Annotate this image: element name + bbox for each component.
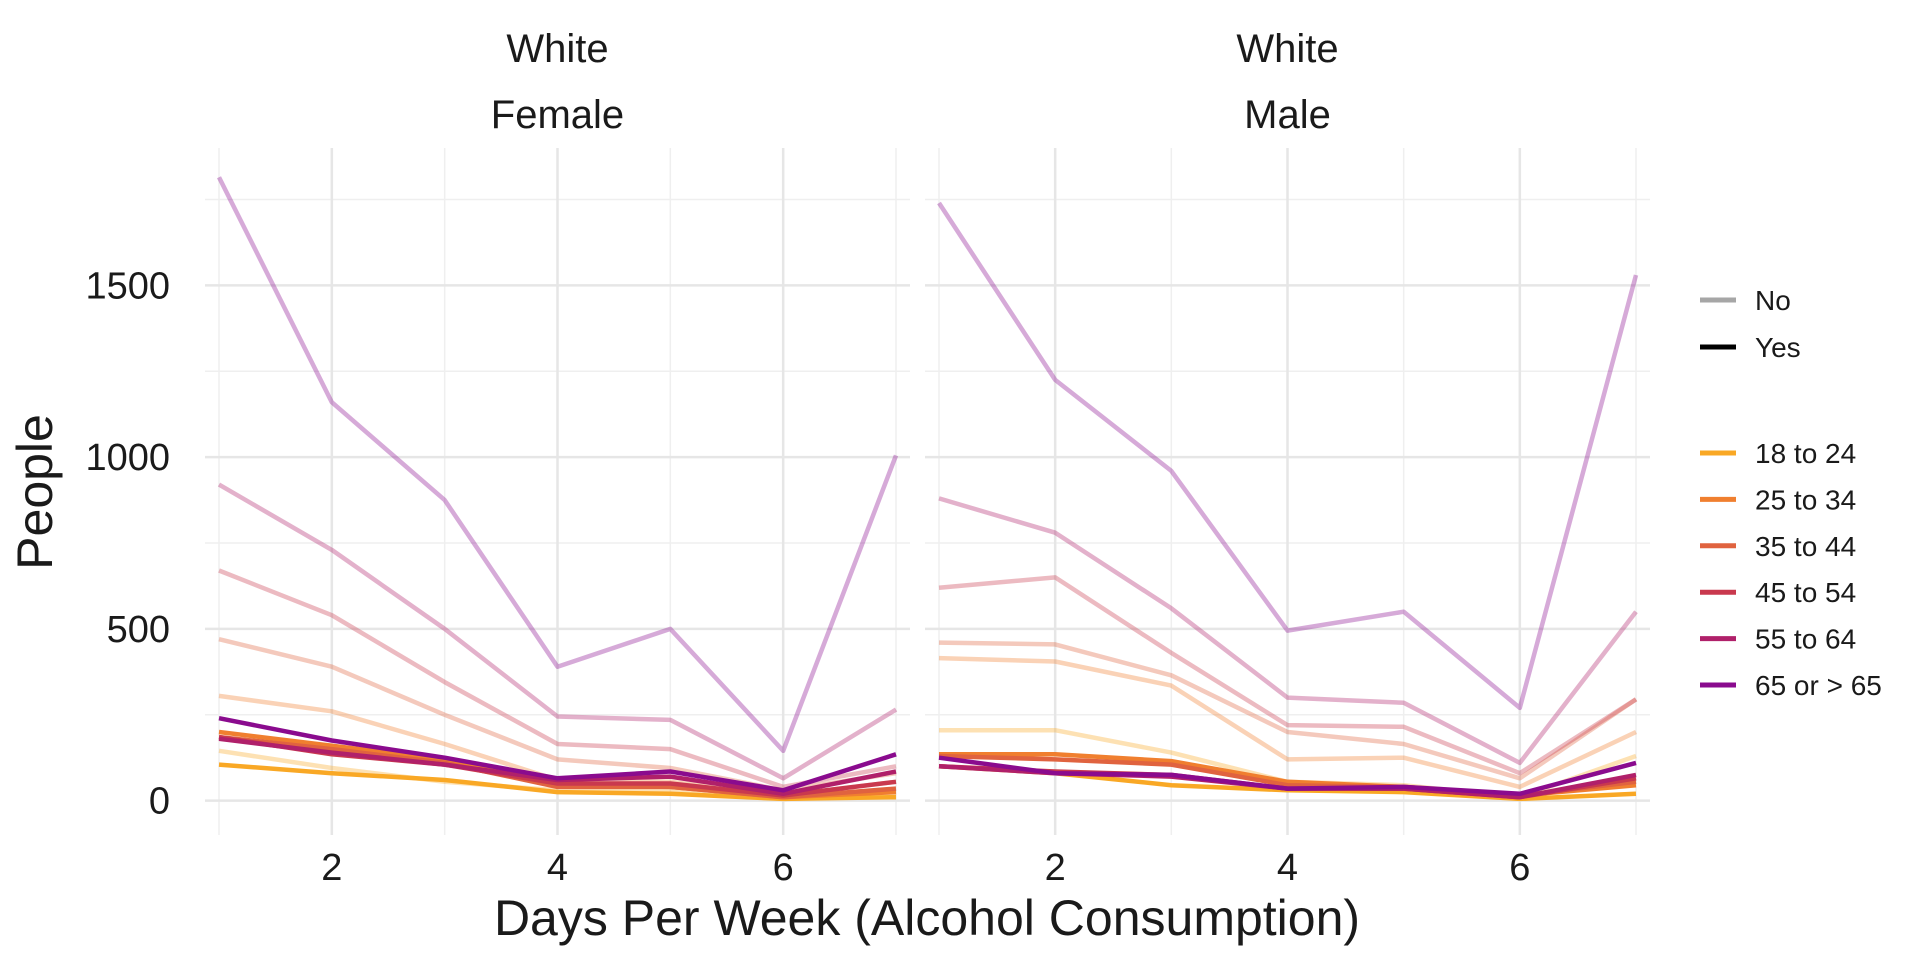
series-line-65-or-65-no [937,201,1639,711]
x-tick-label: 6 [1509,847,1530,889]
legend: No Yes 18 to 24 25 to 34 35 to 44 45 to 54 55 … [1700,285,1882,701]
legend-label: 65 or > 65 [1755,670,1882,701]
x-tick-label: 6 [773,847,794,889]
series-line-35-to-44-no [938,640,1638,781]
strip-label-bottom: Male [1244,93,1331,137]
legend-label: 35 to 44 [1755,531,1856,562]
series-line-65-or-65-yes [938,755,1637,797]
series-line-65-or-65-yes [218,715,897,793]
legend-label: 25 to 34 [1755,484,1856,515]
panel-male: White Male 2 4 6 [925,27,1650,889]
x-tick-label: 2 [1045,847,1066,889]
series-line-65-or-65-no [216,176,899,754]
legend-label: 45 to 54 [1755,577,1856,608]
y-tick-label: 0 [149,781,170,823]
legend-label: 18 to 24 [1755,438,1856,469]
series-line-45-to-54-no [938,575,1638,776]
x-tick-label: 4 [547,847,568,889]
strip-label-top: White [506,27,608,71]
y-axis-title: People [7,414,63,570]
strip-label-bottom: Female [491,93,624,137]
y-tick-label: 1000 [85,437,170,479]
legend-label: Yes [1755,332,1801,363]
x-tick-label: 2 [321,847,342,889]
strip-label-top: White [1236,27,1338,71]
series-line-25-to-34-no [938,655,1637,790]
y-tick-label: 500 [107,609,170,651]
x-tick-label: 4 [1277,847,1298,889]
series-line-55-to-64-no [217,482,898,781]
y-tick-label: 1500 [85,265,170,307]
series-line-55-to-64-no [938,496,1638,766]
legend-label: 55 to 64 [1755,624,1856,655]
series-line-45-to-54-no [218,568,897,790]
legend-label: No [1755,285,1791,316]
panel-female: White Female 2 4 6 [205,27,910,889]
x-axis-title: Days Per Week (Alcohol Consumption) [494,890,1360,946]
